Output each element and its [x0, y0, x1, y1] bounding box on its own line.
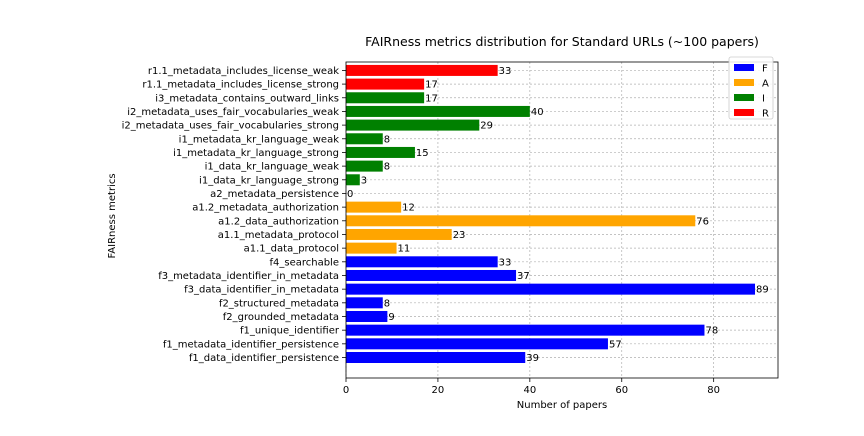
legend-label: I — [762, 94, 765, 105]
legend-swatch — [734, 79, 754, 86]
legend-label: F — [762, 64, 768, 75]
bar-f4_searchable — [346, 256, 498, 268]
bar-value-label: 23 — [453, 230, 466, 241]
legend-swatch — [734, 94, 754, 101]
y-tick-label: a2_metadata_persistence — [210, 189, 339, 200]
bar-value-label: 9 — [388, 312, 394, 323]
bar-i3_metadata_contains_outward_links — [346, 92, 425, 104]
bar-a1.2_metadata_authorization — [346, 201, 402, 213]
y-tick-label: i1_data_kr_language_weak — [205, 162, 340, 173]
y-tick-label: a1.2_metadata_authorization — [192, 203, 339, 214]
bar-f1_metadata_identifier_persistence — [346, 338, 608, 350]
x-axis-label: Number of papers — [517, 400, 607, 411]
bar-value-label: 12 — [402, 203, 415, 214]
y-tick-label: f1_metadata_identifier_persistence — [163, 339, 339, 350]
bar-value-label: 0 — [347, 189, 353, 200]
legend-swatch — [734, 109, 754, 116]
bar-value-label: 29 — [480, 121, 493, 132]
y-tick-label: f4_searchable — [269, 257, 339, 268]
x-tick-label: 0 — [343, 385, 349, 396]
bar-a1.1_data_protocol — [346, 242, 397, 254]
bar-r1.1_metadata_includes_license_strong — [346, 78, 425, 90]
bar-f2_structured_metadata — [346, 297, 383, 309]
legend-label: A — [762, 79, 769, 90]
legend: FAIR — [728, 56, 774, 120]
y-tick-label: f3_data_identifier_in_metadata — [184, 285, 339, 296]
bar-f3_metadata_identifier_in_metadata — [346, 269, 517, 281]
bar-f3_data_identifier_in_metadata — [346, 283, 756, 295]
y-tick-label: i2_metadata_uses_fair_vocabularies_stron… — [122, 121, 339, 132]
y-tick-label: r1.1_metadata_includes_license_strong — [142, 80, 339, 91]
y-tick-label: f2_structured_metadata — [219, 298, 339, 309]
bar-layer: 39 57 78 9 8 89 37 33 11 23 76 12 03 8 15 8 29 40 17 17 33 — [346, 64, 769, 364]
bar-value-label: 8 — [384, 162, 390, 173]
bar-value-label: 89 — [756, 285, 769, 296]
bar-value-label: 8 — [384, 298, 390, 309]
bar-i1_data_kr_language_strong — [346, 174, 360, 186]
legend-box — [728, 56, 774, 120]
bar-a1.2_data_authorization — [346, 215, 696, 227]
bar-value-label: 11 — [398, 244, 411, 255]
bar-value-label: 78 — [705, 326, 718, 337]
bar-f2_grounded_metadata — [346, 310, 388, 322]
bar-value-label: 39 — [526, 353, 539, 364]
chart-title: FAIRness metrics distribution for Standa… — [365, 34, 759, 49]
bar-value-label: 17 — [425, 80, 438, 91]
y-tick-label: f3_metadata_identifier_in_metadata — [158, 271, 339, 282]
bar-f1_data_identifier_persistence — [346, 352, 526, 363]
y-tick-label: a1.1_data_protocol — [244, 244, 339, 255]
bar-i2_metadata_uses_fair_vocabularies_strong — [346, 119, 480, 131]
bar-value-label: 57 — [609, 339, 622, 350]
bar-value-label: 33 — [499, 257, 512, 268]
bar-value-label: 37 — [517, 271, 530, 282]
axis-layer: 0 20 40 60 80f1_data_identifier_persistencef… — [122, 61, 779, 396]
y-axis-label: FAIRness metrics — [107, 173, 118, 258]
legend-label: R — [762, 109, 769, 120]
y-tick-label: i2_metadata_uses_fair_vocabularies_weak — [127, 107, 339, 118]
bar-i2_metadata_uses_fair_vocabularies_weak — [346, 105, 530, 117]
x-tick-label: 20 — [432, 385, 445, 396]
y-tick-label: i1_metadata_kr_language_strong — [173, 148, 339, 159]
bar-value-label: 40 — [531, 107, 544, 118]
bar-value-label: 33 — [499, 66, 512, 77]
bar-i1_metadata_kr_language_weak — [346, 133, 383, 145]
bar-f1_unique_identifier — [346, 324, 705, 336]
y-tick-label: i1_metadata_kr_language_weak — [179, 134, 340, 145]
y-tick-label: i3_metadata_contains_outward_links — [155, 93, 339, 104]
y-tick-label: r1.1_metadata_includes_license_weak — [148, 66, 339, 77]
bar-value-label: 17 — [425, 93, 438, 104]
bar-value-label: 3 — [361, 175, 367, 186]
legend-swatch — [734, 64, 754, 71]
y-tick-label: a1.2_data_authorization — [218, 216, 339, 227]
bar-i1_metadata_kr_language_strong — [346, 146, 415, 158]
bar-r1.1_metadata_includes_license_weak — [346, 64, 498, 76]
y-tick-label: f1_unique_identifier — [240, 326, 340, 337]
x-tick-label: 40 — [523, 385, 536, 396]
y-tick-label: i1_data_kr_language_strong — [199, 175, 339, 186]
bar-a1.1_metadata_protocol — [346, 228, 452, 240]
y-tick-label: f1_data_identifier_persistence — [189, 353, 339, 364]
x-tick-label: 60 — [615, 385, 628, 396]
y-tick-label: f2_grounded_metadata — [223, 312, 339, 323]
bar-value-label: 15 — [416, 148, 429, 159]
plot-frame — [345, 61, 779, 379]
bar-value-label: 76 — [696, 216, 709, 227]
x-tick-label: 80 — [707, 385, 720, 396]
bar-i1_data_kr_language_weak — [346, 160, 383, 172]
y-tick-label: a1.1_metadata_protocol — [218, 230, 339, 241]
bar-value-label: 8 — [384, 134, 390, 145]
